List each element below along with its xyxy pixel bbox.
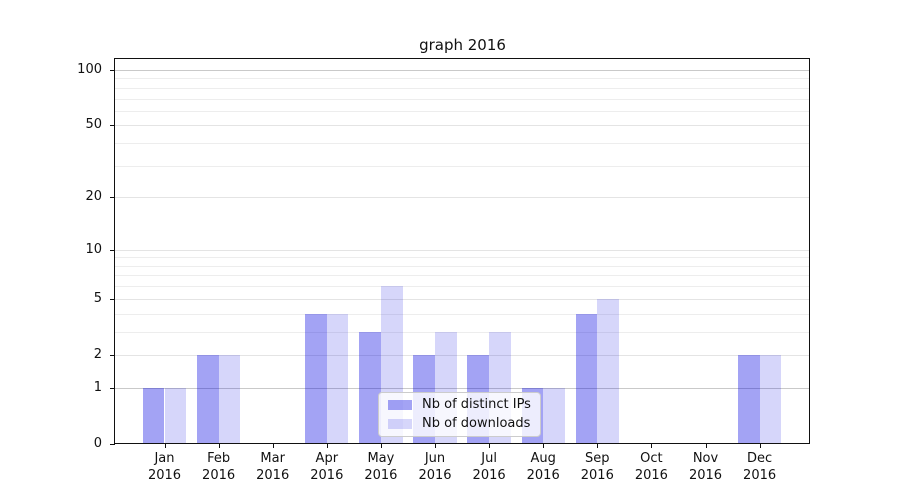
bar-downloads-aug bbox=[543, 387, 565, 444]
x-tick bbox=[326, 444, 328, 448]
x-tick-label: Mar 2016 bbox=[256, 451, 290, 483]
gridline bbox=[115, 197, 810, 199]
y-tick bbox=[110, 354, 115, 356]
x-tick bbox=[651, 444, 653, 448]
x-tick bbox=[272, 444, 274, 448]
gridline bbox=[115, 110, 810, 112]
x-tick-label: Jun 2016 bbox=[418, 451, 452, 483]
x-tick-label: Aug 2016 bbox=[526, 451, 560, 483]
x-tick bbox=[489, 444, 491, 448]
bar-downloads-jan bbox=[164, 387, 187, 444]
bar-distinct-ips-apr bbox=[305, 313, 327, 444]
gridline bbox=[115, 249, 810, 251]
x-tick bbox=[435, 444, 436, 448]
y-tick-label: 50 bbox=[85, 117, 102, 133]
gridline bbox=[115, 165, 810, 167]
y-tick bbox=[110, 387, 115, 389]
y-tick bbox=[110, 69, 115, 71]
gridline bbox=[115, 69, 810, 71]
gridline bbox=[115, 98, 810, 100]
bar-distinct-ips-sep bbox=[575, 313, 598, 444]
gridline bbox=[115, 87, 810, 89]
chart-title: graph 2016 bbox=[419, 36, 506, 54]
gridline bbox=[115, 125, 810, 127]
x-tick-label: Jan 2016 bbox=[147, 451, 182, 483]
bar-distinct-ips-jan bbox=[142, 387, 165, 444]
x-tick bbox=[164, 444, 166, 448]
x-tick bbox=[380, 444, 382, 448]
gridline bbox=[115, 298, 810, 300]
y-tick-label: 5 bbox=[93, 290, 102, 306]
bar-downloads-feb bbox=[218, 354, 241, 444]
gridline bbox=[115, 313, 810, 315]
y-tick-label: 20 bbox=[85, 189, 102, 205]
y-tick bbox=[110, 125, 115, 127]
y-tick bbox=[110, 298, 115, 300]
gridline bbox=[115, 331, 810, 333]
x-tick-label: Jul 2016 bbox=[472, 451, 506, 483]
legend-label: Nb of downloads bbox=[422, 416, 531, 431]
x-tick bbox=[543, 444, 545, 448]
gridline bbox=[115, 387, 810, 389]
gridline bbox=[115, 143, 810, 145]
legend-item: Nb of distinct IPs bbox=[388, 397, 531, 413]
gridline bbox=[115, 275, 810, 277]
x-tick bbox=[705, 444, 707, 448]
gridline bbox=[115, 286, 810, 288]
x-tick bbox=[218, 444, 220, 448]
legend-item: Nb of downloads bbox=[388, 416, 531, 432]
bar-distinct-ips-feb bbox=[196, 354, 219, 444]
x-tick-label: Apr 2016 bbox=[310, 451, 344, 483]
bar-distinct-ips-may bbox=[359, 331, 381, 444]
y-tick bbox=[110, 444, 115, 445]
legend-label: Nb of distinct IPs bbox=[422, 397, 531, 412]
x-tick-label: Nov 2016 bbox=[688, 451, 723, 483]
y-tick-label: 0 bbox=[93, 436, 102, 451]
bar-downloads-apr bbox=[326, 313, 349, 444]
bar-distinct-ips-dec bbox=[737, 354, 760, 444]
y-tick bbox=[110, 249, 115, 251]
legend-swatch-distinct-ips bbox=[388, 400, 412, 410]
y-tick bbox=[110, 197, 115, 199]
legend: Nb of distinct IPs Nb of downloads bbox=[378, 392, 541, 437]
x-tick-label: Oct 2016 bbox=[634, 451, 668, 483]
x-tick-label: Feb 2016 bbox=[202, 451, 236, 483]
gridline bbox=[115, 78, 810, 80]
x-tick-label: Dec 2016 bbox=[743, 451, 777, 483]
bar-downloads-sep bbox=[597, 298, 619, 444]
plot-area bbox=[115, 59, 810, 444]
x-tick-label: May 2016 bbox=[364, 451, 398, 483]
y-tick-label: 2 bbox=[93, 346, 102, 362]
gridline bbox=[115, 354, 810, 356]
x-tick bbox=[597, 444, 599, 448]
y-tick-label: 10 bbox=[85, 241, 102, 257]
bar-downloads-dec bbox=[759, 354, 782, 444]
gridline bbox=[115, 257, 810, 259]
x-tick-label: Sep 2016 bbox=[580, 451, 614, 483]
gridline bbox=[115, 265, 810, 267]
legend-swatch-downloads bbox=[388, 419, 412, 429]
y-tick-label: 1 bbox=[93, 379, 102, 395]
x-tick bbox=[759, 444, 761, 448]
y-tick-label: 100 bbox=[77, 61, 102, 77]
